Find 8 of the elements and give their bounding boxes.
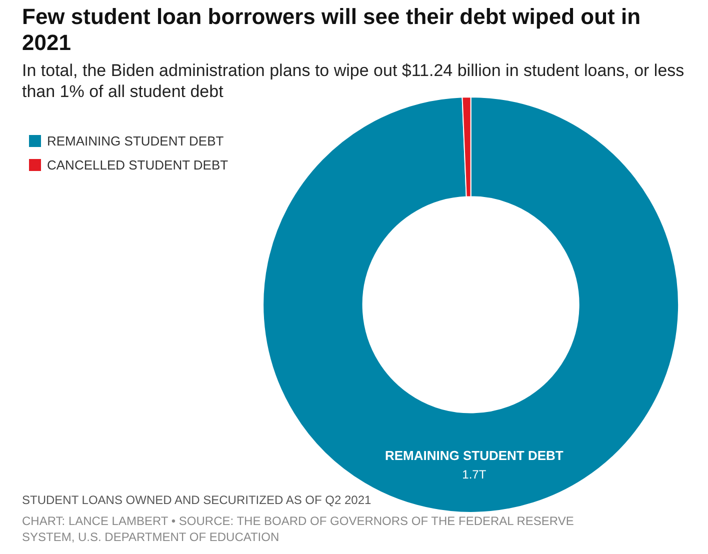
legend-label: REMAINING STUDENT DEBT [47, 134, 224, 148]
legend-label: CANCELLED STUDENT DEBT [47, 158, 228, 172]
data-label: 1.7T [462, 468, 487, 482]
text: CHART: LANCE LAMBERT • SOURCE: THE BOARD OF GOVERNORS OF THE FEDERAL RESERVE SYSTEM, U.S. DEPARTMENT OF EDUCATION [22, 513, 575, 545]
slice-label: REMAINING STUDENT DEBT [384, 448, 564, 464]
text: STUDENT LOANS OWNED AND SECURITIZED AS OF Q2 2021 [22, 492, 372, 508]
chart-title: Few student loan borrowers will see their debt wiped out in 2021 [22, 4, 642, 56]
chart-subtitle: In total, the Biden administration plans to wipe out $11.24 billion in student loans, or less than 1% of all student debt [22, 60, 686, 102]
